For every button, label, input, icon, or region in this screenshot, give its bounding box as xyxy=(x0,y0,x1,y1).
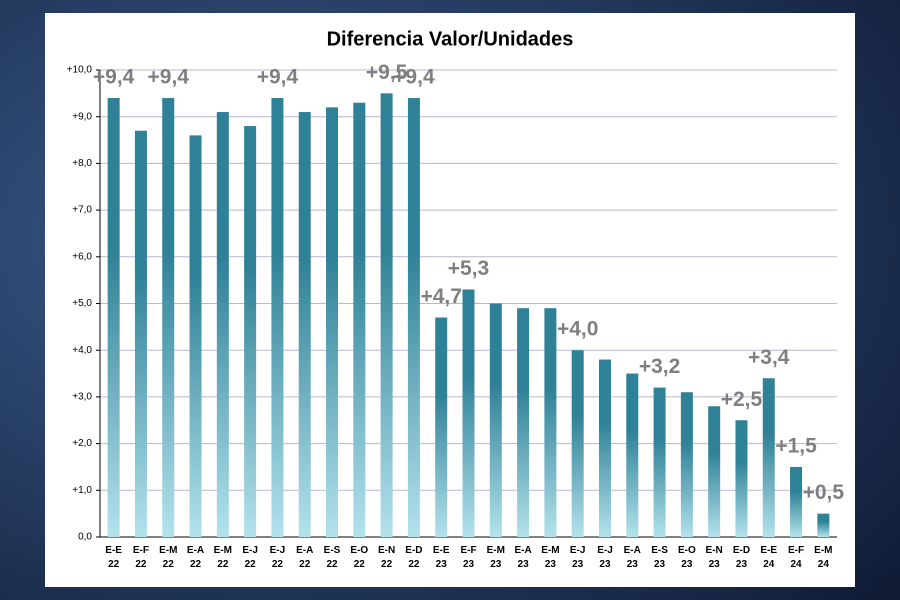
y-tick-label: +8,0 xyxy=(72,158,92,169)
y-tick-label: +9,0 xyxy=(72,111,92,122)
x-tick-label: E-A 23 xyxy=(623,545,641,570)
bar xyxy=(353,102,366,537)
bar xyxy=(216,112,229,537)
bar xyxy=(189,135,202,537)
bar xyxy=(107,98,120,538)
x-tick-label: E-E 24 xyxy=(760,545,778,570)
x-tick-label: E-J 22 xyxy=(269,545,286,570)
data-label: +3,4 xyxy=(748,346,790,369)
x-tick-label: E-A 22 xyxy=(186,545,205,570)
y-tick-label: +2,0 xyxy=(72,438,92,449)
bar xyxy=(653,387,666,537)
x-tick-label: E-M 23 xyxy=(541,545,560,570)
bar xyxy=(244,126,257,537)
x-tick-label: E-N 22 xyxy=(377,545,396,570)
bar xyxy=(817,513,830,537)
x-tick-label: E-F 22 xyxy=(132,545,149,570)
bar xyxy=(407,98,420,538)
bar xyxy=(517,308,530,537)
y-tick-label: +1,0 xyxy=(72,485,92,496)
x-tick-label: E-E 22 xyxy=(105,545,122,570)
x-tick-label: E-S 23 xyxy=(651,545,668,570)
x-tick-label: E-A 22 xyxy=(296,545,314,570)
x-tick-label: E-J 22 xyxy=(242,545,258,570)
data-label: +9,5 xyxy=(366,61,408,84)
x-tick-label: E-F 24 xyxy=(787,545,805,570)
x-tick-label: E-M 22 xyxy=(159,545,178,570)
bar xyxy=(680,392,693,537)
y-tick-label: +10,0 xyxy=(67,65,93,76)
data-label: +2,5 xyxy=(721,388,763,411)
data-label: +5,3 xyxy=(448,257,489,280)
data-label: +9,4 xyxy=(148,66,190,89)
bar xyxy=(435,317,448,537)
bar xyxy=(735,420,748,537)
bar xyxy=(708,406,721,537)
bar xyxy=(790,466,803,537)
x-tick-label: E-J 23 xyxy=(569,545,586,570)
bar xyxy=(598,359,611,537)
x-tick-label: E-M 23 xyxy=(486,545,505,570)
bar xyxy=(489,303,502,537)
bar xyxy=(380,93,393,537)
x-tick-label: E-M 22 xyxy=(213,545,232,570)
bar xyxy=(162,98,175,538)
y-tick-label: +5,0 xyxy=(72,298,92,309)
y-tick-label: +4,0 xyxy=(72,345,92,356)
bar xyxy=(544,308,557,537)
bar xyxy=(271,98,284,538)
x-tick-label: E-M 24 xyxy=(814,545,833,570)
bar xyxy=(571,350,584,537)
y-tick-label: +3,0 xyxy=(72,392,92,403)
x-tick-label: E-D 22 xyxy=(405,545,423,570)
x-tick-label: E-O 23 xyxy=(677,545,696,570)
data-label: +4,0 xyxy=(557,318,598,341)
data-label: +0,5 xyxy=(803,481,845,504)
bar xyxy=(326,107,339,538)
bar xyxy=(462,289,475,537)
data-label: +9,4 xyxy=(93,66,135,89)
x-tick-label: E-D 23 xyxy=(732,545,751,570)
x-tick-label: E-F 23 xyxy=(460,545,477,570)
data-label: +3,2 xyxy=(639,355,680,378)
bar xyxy=(762,378,775,537)
x-tick-label: E-O 22 xyxy=(350,545,369,570)
data-label: +1,5 xyxy=(775,434,817,457)
x-tick-label: E-E 23 xyxy=(432,545,450,570)
y-tick-label: +6,0 xyxy=(72,251,92,262)
bar xyxy=(626,373,639,537)
data-label: +4,7 xyxy=(420,285,461,308)
data-label: +9,4 xyxy=(393,66,435,89)
x-tick-label: E-N 23 xyxy=(705,545,723,570)
x-tick-label: E-J 23 xyxy=(597,545,613,570)
x-tick-label: E-S 22 xyxy=(323,545,341,570)
y-tick-label: +7,0 xyxy=(72,205,92,216)
y-tick-label: 0,0 xyxy=(78,532,92,543)
chart-title: Diferencia Valor/Unidades xyxy=(327,28,574,50)
data-label: +9,4 xyxy=(257,66,299,89)
x-tick-label: E-A 23 xyxy=(514,545,532,570)
bar xyxy=(298,112,311,537)
bar xyxy=(134,130,147,537)
